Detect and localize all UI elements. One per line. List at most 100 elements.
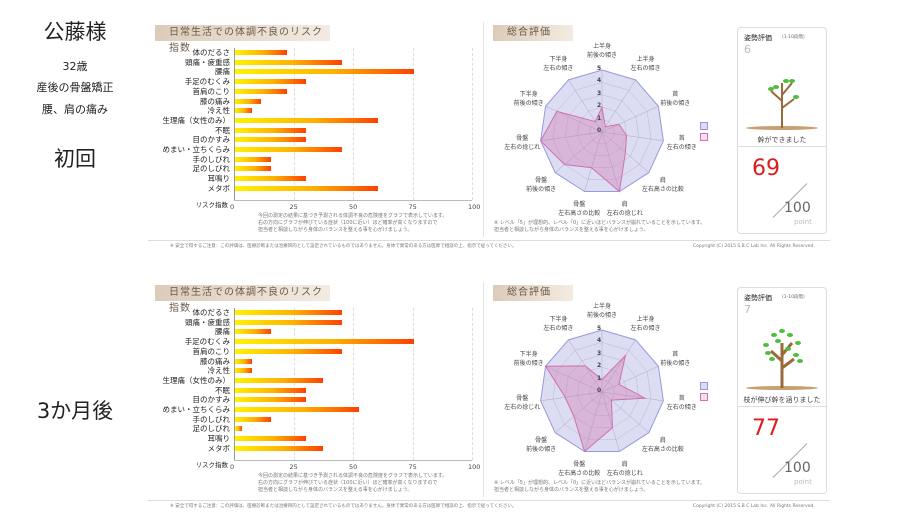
posture-value: 6 bbox=[744, 43, 751, 56]
radar-actual-area bbox=[540, 105, 628, 193]
radar-grid-ring bbox=[589, 119, 615, 145]
risk-bar bbox=[235, 176, 307, 182]
radar-axis-label-part: 首 bbox=[678, 395, 685, 403]
copyright: Copyright (C) 2015 S.B.C Lab Inc. All Ri… bbox=[693, 504, 815, 509]
radar-tick-label: 3 bbox=[597, 349, 602, 357]
radar-actual-area bbox=[544, 353, 647, 453]
card-divider bbox=[738, 406, 826, 407]
tree-leaf bbox=[773, 85, 779, 89]
radar-grid-ring bbox=[577, 366, 627, 417]
category-label: 首肩のこり bbox=[192, 346, 231, 356]
radar-axis-label-desc: 前後の傾き bbox=[586, 312, 618, 320]
radar-axis-label-part: 下半身 bbox=[519, 90, 538, 98]
radar-tick-label: 0 bbox=[597, 387, 602, 394]
radar-axis-label: 下半身 前後の傾き bbox=[514, 90, 544, 108]
x-tick-label: 0 bbox=[230, 463, 235, 471]
tree-leaf bbox=[775, 339, 781, 343]
radar-spoke bbox=[601, 339, 636, 393]
risk-bar bbox=[235, 387, 307, 393]
tree-caption: 枝が伸び幹を涵りました bbox=[743, 396, 821, 404]
risk-chart-title: 日常生活での体調不良のリスク指数 bbox=[155, 25, 330, 54]
posture-scale: (1-10段階) bbox=[782, 295, 805, 300]
radar-axis-label-desc: 左右の傾き bbox=[543, 325, 574, 333]
radar-axis-label: 下半身 左右の傾き bbox=[543, 55, 573, 73]
risk-description: 今回の測定の結果に基づき予測される体調不良の危険度をグラフで表示しています。 bbox=[258, 213, 448, 219]
legend-actual-swatch bbox=[700, 393, 708, 401]
risk-bar bbox=[235, 147, 343, 152]
radar-grid-ring bbox=[577, 106, 627, 157]
legend-ideal-swatch bbox=[700, 382, 708, 390]
report-first: 日常生活での体調不良のリスク指数 0 25 50 75 100 リスク指数 体のだるさ 頭痛・疲… bbox=[148, 20, 830, 252]
radar-axis-label: 骨盤 左右の捻じれ bbox=[504, 394, 540, 412]
panel-divider bbox=[483, 22, 484, 237]
category-label: 目のかすみ bbox=[192, 395, 231, 405]
radar-axis-label-part: 肩 bbox=[659, 176, 666, 184]
category-label: 体のだるさ bbox=[192, 308, 231, 317]
footer-note: ※ 安全で得するご注意：この評価は、医療診断または治療目的として設定されているも… bbox=[170, 504, 517, 509]
category-label: 頭痛・疲重感 bbox=[185, 57, 230, 67]
radar-axis-label-desc: 前後の傾き bbox=[526, 185, 557, 193]
radar-tick-label: 1 bbox=[597, 374, 602, 382]
risk-bar bbox=[235, 339, 414, 345]
category-label: 腰痛 bbox=[215, 327, 230, 337]
risk-bar bbox=[235, 156, 271, 162]
category-label: 腰痛 bbox=[215, 67, 230, 77]
radar-axis-label-part: 下半身 bbox=[519, 350, 538, 358]
x-tick-label: 0 bbox=[230, 203, 235, 211]
tree-leaf bbox=[769, 357, 775, 361]
category-label: 手のしびれ bbox=[192, 154, 231, 164]
gridline bbox=[293, 48, 295, 200]
radar-spoke bbox=[584, 391, 603, 452]
radar-axis-label: 首左右の傾き bbox=[667, 394, 697, 412]
score-max: 100 bbox=[784, 200, 811, 216]
panel-divider bbox=[483, 282, 484, 497]
gridline bbox=[472, 308, 473, 460]
radar-title: 総合評価 bbox=[493, 25, 573, 41]
client-concern-2: 腰、肩の痛み bbox=[42, 103, 108, 116]
radar-axis-label: 骨盤 左右の捻じれ bbox=[504, 134, 540, 152]
radar-tick-label: 2 bbox=[597, 102, 602, 110]
category-label: 生理痛（女性のみ） bbox=[162, 115, 231, 125]
category-label: 耳鳴り bbox=[207, 434, 231, 444]
radar-axis-label: 上半身 前後の傾き bbox=[587, 42, 617, 60]
footer-divider bbox=[148, 500, 830, 501]
risk-description: 右の方向にグラフが伸びている症状（100に近い）ほど確率が高くなりますので bbox=[258, 220, 438, 226]
radar-tick-label: 5 bbox=[597, 65, 602, 72]
radar-axis-label: 首左右の傾き bbox=[667, 134, 697, 152]
radar-axis-label-desc: 左右の傾き bbox=[543, 65, 574, 73]
radar-axis-label-desc: 左右高さの比較 bbox=[641, 185, 684, 193]
report-3months: 日常生活での体調不良のリスク指数 0 25 50 75 100 リスク指数 体のだるさ 頭痛・疲… bbox=[148, 280, 830, 512]
category-label: 生理痛（女性のみ） bbox=[162, 375, 231, 385]
radar-axis-label: 下半身 前後の傾き bbox=[514, 350, 544, 368]
radar-axis-label: 上半身 左右の傾き bbox=[631, 55, 661, 73]
radar-axis-label: 肩左右の捻じれ bbox=[607, 200, 643, 218]
tree-icon bbox=[746, 329, 818, 390]
risk-bar bbox=[235, 310, 343, 315]
radar-axis-label-part: 肩 bbox=[621, 201, 628, 209]
radar-axis-label-desc: 前後の傾き bbox=[586, 52, 618, 60]
category-label: 膝の痛み bbox=[200, 96, 230, 106]
radar-spoke bbox=[545, 106, 603, 133]
category-label: 不眠 bbox=[215, 125, 230, 135]
radar-axis-label-part: 首 bbox=[678, 135, 685, 143]
gridline bbox=[293, 308, 295, 460]
radar-axis-label-part: 骨盤 bbox=[535, 436, 548, 444]
category-label: 不眠 bbox=[215, 385, 230, 395]
tree-leaf bbox=[765, 351, 771, 355]
tree-leaf bbox=[785, 347, 791, 351]
radar-axis-label-part: 骨盤 bbox=[535, 176, 548, 184]
x-tick-label: 100 bbox=[468, 203, 481, 211]
x-tick-label: 25 bbox=[289, 463, 298, 471]
radar-axis-label: 肩左右高さの比較 bbox=[642, 436, 684, 454]
category-label: 膝の痛み bbox=[200, 356, 230, 366]
category-label: 手足のむくみ bbox=[184, 337, 230, 347]
radar-tick-label: 4 bbox=[597, 337, 602, 345]
risk-bar bbox=[235, 436, 307, 442]
tree-icon bbox=[746, 79, 818, 130]
radar-axis-label-desc: 前後の傾き bbox=[660, 99, 691, 107]
score-max: 100 bbox=[784, 460, 811, 476]
radar-axis-label: 上半身 前後の傾き bbox=[587, 302, 617, 320]
radar-axis-label-desc: 前後の傾き bbox=[526, 445, 557, 453]
category-label: 足のしびれ bbox=[192, 164, 231, 174]
risk-bar bbox=[235, 88, 288, 94]
